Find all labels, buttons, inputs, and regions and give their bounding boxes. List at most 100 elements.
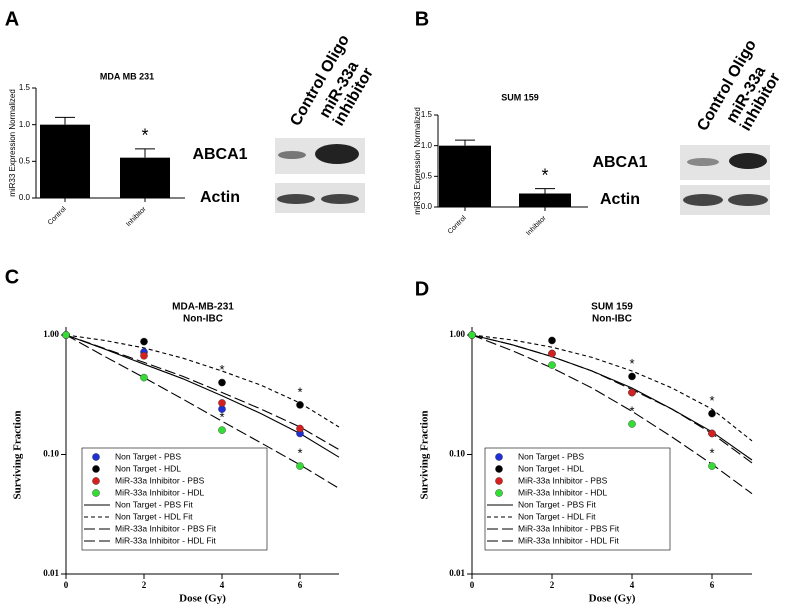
blot-b — [680, 145, 770, 215]
legend-label: MiR-33a Inhibitor - HDL — [115, 487, 205, 497]
legend-label: Non Target - PBS Fit — [518, 499, 596, 509]
significance-mark: * — [219, 410, 224, 425]
legend-label: Non Target - HDL — [518, 463, 584, 473]
fit-line — [471, 334, 753, 464]
y-tick-label: 1.00 — [449, 329, 465, 339]
data-point — [708, 462, 716, 470]
x-tick-label: 0 — [470, 580, 475, 590]
y-axis-label: Surviving Fraction — [12, 411, 24, 500]
y-tick-label: 1.5 — [421, 110, 433, 119]
chart-subtitle: Non-IBC — [592, 314, 632, 325]
y-tick-label: 0.10 — [449, 449, 465, 459]
fit-line — [65, 334, 340, 458]
data-point — [548, 349, 556, 358]
data-point — [296, 462, 304, 470]
significance-mark: * — [541, 165, 548, 185]
blot-row-label: Actin — [200, 189, 240, 206]
bar — [40, 124, 90, 198]
significance-mark: * — [219, 362, 224, 377]
x-tick-label: 2 — [142, 580, 147, 590]
fit-line — [471, 334, 753, 442]
data-point — [62, 331, 70, 339]
legend-label: MiR-33a Inhibitor - HDL Fit — [115, 535, 216, 545]
data-point — [296, 424, 304, 433]
data-point — [296, 401, 304, 409]
bar — [519, 193, 571, 207]
chart-subtitle: Non-IBC — [183, 314, 223, 325]
legend-label: Non Target - HDL Fit — [518, 511, 596, 521]
data-point — [708, 429, 716, 438]
significance-mark: * — [629, 356, 634, 371]
data-point — [218, 426, 226, 434]
y-axis-label: miR33 Expression Normalized — [8, 89, 17, 197]
significance-mark: * — [709, 393, 714, 408]
significance-mark: * — [141, 126, 148, 146]
chart-title: MDA MB 231 — [100, 71, 154, 81]
y-tick-label: 0.01 — [43, 568, 59, 578]
y-tick-label: 0.10 — [43, 449, 59, 459]
x-tick-label: 2 — [550, 580, 555, 590]
significance-mark: * — [629, 403, 634, 418]
legend-label: Non Target - PBS Fit — [115, 499, 193, 509]
legend-marker — [92, 489, 100, 497]
data-point — [218, 399, 226, 407]
legend-box — [484, 447, 671, 551]
legend-label: MiR-33a Inhibitor - PBS — [518, 475, 608, 485]
blot-row-label: ABCA1 — [192, 146, 247, 163]
fit-line — [471, 334, 753, 495]
y-tick-label: 0.0 — [19, 193, 31, 202]
blot-row-label: ABCA1 — [592, 154, 647, 171]
x-tick-label: Control — [447, 214, 468, 235]
significance-mark: * — [297, 446, 302, 461]
panel-letter: A — [5, 8, 19, 30]
legend-marker — [92, 465, 100, 473]
panel-letter: B — [415, 8, 429, 30]
data-point — [218, 378, 226, 387]
y-tick-label: 1.00 — [43, 329, 59, 339]
legend-marker — [92, 453, 100, 461]
x-axis-label: Dose (Gy) — [589, 593, 636, 605]
x-tick-label: 0 — [64, 580, 69, 590]
x-tick-label: 4 — [630, 580, 635, 590]
x-tick-label: 6 — [710, 580, 715, 590]
panel-letter: C — [5, 266, 19, 288]
fit-line — [65, 334, 340, 451]
legend-label: MiR-33a Inhibitor - HDL Fit — [518, 535, 619, 545]
bar — [120, 157, 170, 198]
legend-marker — [495, 489, 503, 497]
blot-row-label: Actin — [600, 191, 640, 208]
chart-title: SUM 159 — [591, 302, 633, 313]
data-point — [548, 336, 556, 345]
x-tick-label: Control — [47, 205, 68, 226]
bar — [439, 145, 491, 207]
legend-label: MiR-33a Inhibitor - PBS Fit — [518, 523, 620, 533]
data-point — [628, 372, 636, 381]
legend-label: Non Target - PBS — [115, 451, 181, 461]
legend-marker — [495, 465, 503, 473]
y-axis-label: Surviving Fraction — [419, 411, 431, 500]
chart-title: MDA-MB-231 — [172, 302, 234, 313]
y-axis-label: miR33 Expression Normalized — [413, 107, 422, 215]
legend-marker — [92, 477, 100, 485]
y-tick-label: 0.01 — [449, 568, 465, 578]
data-point — [708, 409, 716, 418]
panel-letter: D — [415, 278, 429, 300]
legend-label: Non Target - PBS — [518, 451, 584, 461]
legend-label: Non Target - HDL — [115, 463, 181, 473]
legend-marker — [495, 453, 503, 461]
x-tick-label: Inhibitor — [125, 205, 148, 228]
legend-marker — [495, 477, 503, 485]
data-point — [140, 351, 148, 360]
y-tick-label: 1.0 — [19, 120, 31, 129]
x-axis-label: Dose (Gy) — [179, 593, 226, 605]
significance-mark: * — [297, 384, 302, 399]
data-point — [628, 420, 636, 428]
legend-label: MiR-33a Inhibitor - PBS — [115, 475, 205, 485]
y-tick-label: 0.5 — [421, 171, 433, 180]
data-point — [140, 373, 148, 382]
y-tick-label: 0.0 — [421, 202, 433, 211]
blot-a — [275, 138, 365, 213]
